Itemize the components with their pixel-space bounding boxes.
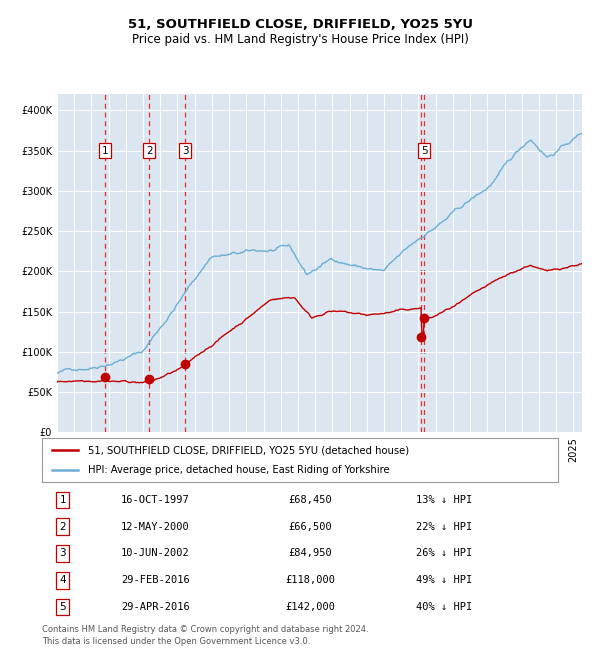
Text: 51, SOUTHFIELD CLOSE, DRIFFIELD, YO25 5YU: 51, SOUTHFIELD CLOSE, DRIFFIELD, YO25 5Y… [128,18,473,31]
Text: 5: 5 [421,146,427,155]
Text: 5: 5 [59,603,66,612]
Text: Price paid vs. HM Land Registry's House Price Index (HPI): Price paid vs. HM Land Registry's House … [131,32,469,46]
Text: 10-JUN-2002: 10-JUN-2002 [121,549,190,558]
Text: 2: 2 [59,521,66,532]
Text: 2: 2 [146,146,152,155]
Text: £66,500: £66,500 [289,521,332,532]
Text: £118,000: £118,000 [286,575,335,586]
Text: Contains HM Land Registry data © Crown copyright and database right 2024.: Contains HM Land Registry data © Crown c… [42,625,368,634]
Text: 1: 1 [59,495,66,504]
Text: £68,450: £68,450 [289,495,332,504]
Text: 22% ↓ HPI: 22% ↓ HPI [416,521,473,532]
Text: 26% ↓ HPI: 26% ↓ HPI [416,549,473,558]
Text: 16-OCT-1997: 16-OCT-1997 [121,495,190,504]
Text: 4: 4 [59,575,66,586]
Text: 29-APR-2016: 29-APR-2016 [121,603,190,612]
Text: 1: 1 [102,146,109,155]
Text: 3: 3 [59,549,66,558]
Text: HPI: Average price, detached house, East Riding of Yorkshire: HPI: Average price, detached house, East… [88,465,390,475]
Text: 40% ↓ HPI: 40% ↓ HPI [416,603,473,612]
Text: 49% ↓ HPI: 49% ↓ HPI [416,575,473,586]
Text: This data is licensed under the Open Government Licence v3.0.: This data is licensed under the Open Gov… [42,637,310,646]
Text: 29-FEB-2016: 29-FEB-2016 [121,575,190,586]
Text: 3: 3 [182,146,188,155]
Text: £142,000: £142,000 [286,603,335,612]
Text: £84,950: £84,950 [289,549,332,558]
Text: 51, SOUTHFIELD CLOSE, DRIFFIELD, YO25 5YU (detached house): 51, SOUTHFIELD CLOSE, DRIFFIELD, YO25 5Y… [88,445,410,456]
Text: 13% ↓ HPI: 13% ↓ HPI [416,495,473,504]
Text: 12-MAY-2000: 12-MAY-2000 [121,521,190,532]
